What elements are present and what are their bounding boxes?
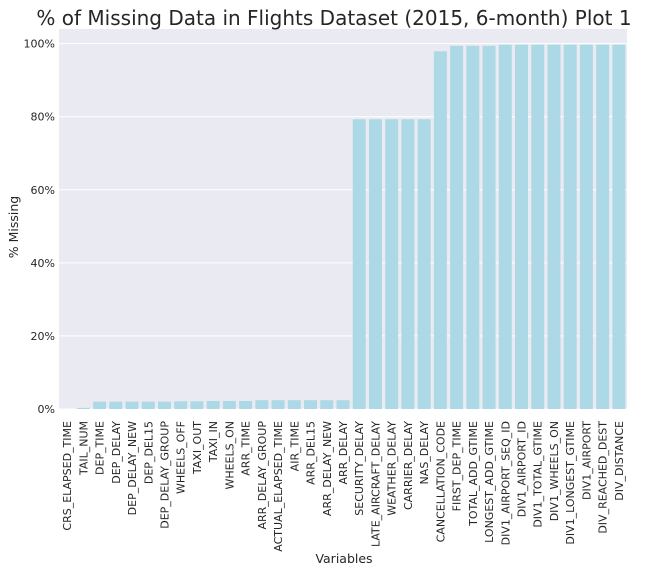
- x-tick-label: CANCELLATION_CODE: [434, 421, 447, 542]
- bar: [466, 45, 480, 410]
- bar: [255, 400, 269, 409]
- x-tick-label: DEP_DEL15: [142, 421, 155, 484]
- x-tick-label: NAS_DELAY: [418, 421, 431, 485]
- y-axis-label: % Missing: [6, 196, 21, 258]
- bar: [287, 400, 301, 409]
- bar: [482, 45, 496, 410]
- x-tick-label: DIV1_LONGEST_GTIME: [564, 421, 577, 545]
- x-tick-label: DEP_DELAY: [110, 421, 123, 484]
- x-tick-label: DIV_REACHED_DEST: [597, 421, 610, 534]
- bar: [385, 119, 399, 409]
- x-tick-label: CRS_ELAPSED_TIME: [61, 421, 74, 531]
- x-tick-label: DEP_TIME: [94, 421, 107, 475]
- x-tick-label: LONGEST_ADD_GTIME: [483, 421, 496, 543]
- x-tick-label: CARRIER_DELAY: [402, 421, 415, 510]
- x-tick-label: WHEELS_ON: [223, 421, 236, 490]
- x-tick-label: DIV1_TOTAL_GTIME: [532, 421, 545, 528]
- x-tick-label: DIV1_AIRPORT_ID: [516, 421, 529, 517]
- bar: [515, 44, 529, 409]
- bar: [174, 401, 188, 409]
- x-tick-label: TOTAL_ADD_GTIME: [467, 421, 480, 527]
- x-tick-label: ACTUAL_ELAPSED_TIME: [272, 421, 285, 552]
- bar: [141, 401, 155, 409]
- bar: [190, 401, 204, 409]
- x-tick-label: DIV_DISTANCE: [613, 421, 626, 501]
- x-tick-label: WHEELS_OFF: [175, 421, 188, 494]
- bar: [579, 44, 593, 409]
- bar: [157, 401, 171, 409]
- bar: [368, 119, 382, 409]
- bar: [320, 400, 334, 409]
- bars: [76, 44, 626, 410]
- bar: [352, 119, 366, 409]
- x-axis-label: Variables: [315, 551, 372, 566]
- bar: [531, 44, 545, 409]
- bar: [239, 400, 253, 409]
- x-tick-label: ARR_DELAY_GROUP: [256, 421, 269, 530]
- y-tick-label: 80%: [31, 111, 55, 124]
- bar: [76, 407, 90, 409]
- x-tick-label: TAXI_OUT: [191, 421, 204, 475]
- y-tick-label: 0%: [38, 403, 55, 416]
- x-tick-label: DEP_DELAY_GROUP: [158, 421, 171, 529]
- bar: [433, 51, 447, 410]
- x-tick-label: SECURITY_DELAY: [353, 421, 366, 516]
- bar: [401, 119, 415, 409]
- bar: [417, 119, 431, 409]
- bar: [206, 400, 220, 409]
- y-tick-label: 40%: [31, 257, 55, 270]
- y-tick-label: 60%: [31, 184, 55, 197]
- x-tick-labels: CRS_ELAPSED_TIME TAIL_NUM DEP_TIME DEP_DELA…: [61, 421, 626, 552]
- x-tick-label: DEP_DELAY_NEW: [126, 421, 139, 515]
- bar: [612, 44, 626, 409]
- y-tick-label: 100%: [24, 38, 55, 51]
- x-tick-label: ARR_TIME: [240, 421, 253, 476]
- bar: [547, 44, 561, 409]
- y-tick-label: 20%: [31, 330, 55, 343]
- y-tick-labels: 0% 20% 40% 60% 80% 100%: [24, 38, 55, 416]
- x-tick-label: ARR_DELAY_NEW: [321, 421, 334, 516]
- x-tick-label: ARR_DELAY: [337, 421, 350, 485]
- bar: [450, 45, 464, 410]
- bar: [336, 400, 350, 409]
- x-tick-label: DIV1_WHEELS_ON: [548, 421, 561, 521]
- bar: [222, 400, 236, 409]
- x-tick-label: TAIL_NUM: [77, 421, 90, 476]
- chart-title: % of Missing Data in Flights Dataset (20…: [36, 6, 631, 30]
- bar: [563, 44, 577, 409]
- x-tick-label: TAXI_IN: [207, 421, 220, 463]
- bar: [109, 401, 123, 409]
- x-tick-label: FIRST_DEP_TIME: [451, 421, 464, 511]
- bar: [596, 44, 610, 409]
- x-tick-label: DIV1_AIRPORT_SEQ_ID: [499, 421, 512, 545]
- bar: [125, 401, 139, 409]
- bar: [498, 44, 512, 409]
- bar: [271, 400, 285, 409]
- x-tick-label: WEATHER_DELAY: [386, 421, 399, 516]
- x-tick-label: LATE_AIRCRAFT_DELAY: [369, 421, 382, 547]
- x-tick-label: DIV1_AIRPORT: [580, 421, 593, 500]
- x-tick-label: ARR_DEL15: [305, 421, 318, 485]
- x-tick-label: AIR_TIME: [288, 421, 301, 471]
- bar: [93, 401, 107, 409]
- bar: [304, 400, 318, 409]
